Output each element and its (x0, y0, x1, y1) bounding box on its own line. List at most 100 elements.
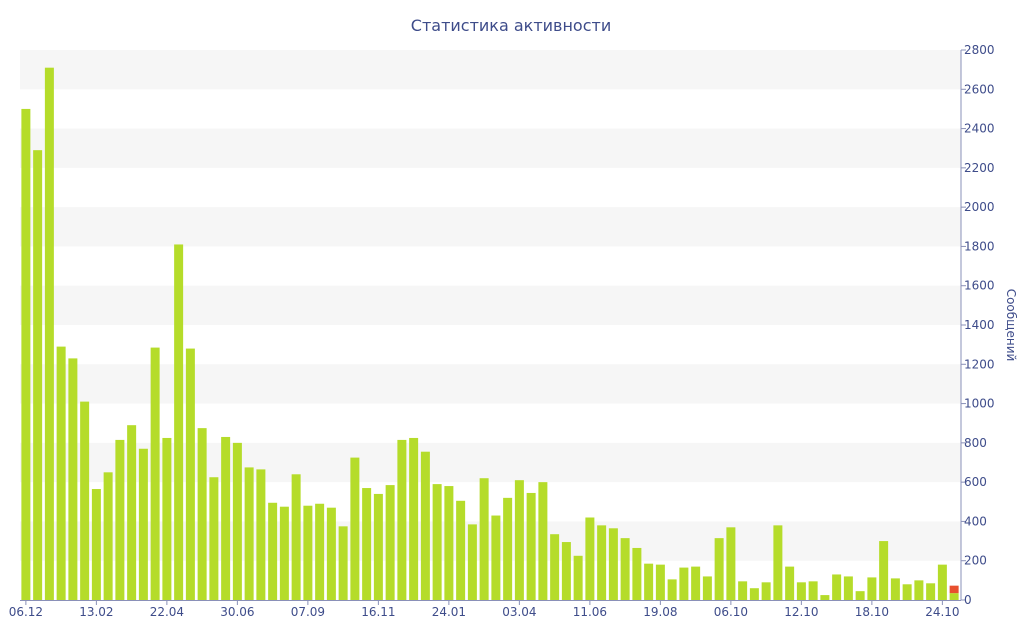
bar (843, 576, 853, 600)
bar (232, 442, 242, 600)
bar (432, 484, 442, 600)
bar (855, 591, 865, 600)
bar (350, 457, 360, 600)
y-tick-label: 1800 (964, 239, 995, 253)
bar (21, 108, 31, 601)
grid-band (20, 207, 961, 247)
grid-band (20, 50, 961, 90)
bar (338, 526, 348, 600)
bar (244, 467, 254, 600)
y-tick-label: 2200 (964, 161, 995, 175)
bar (937, 564, 947, 600)
bar (679, 567, 689, 600)
bar (796, 582, 806, 600)
bar (738, 581, 748, 600)
bar (103, 472, 113, 600)
y-tick-label: 600 (964, 475, 987, 489)
bar (785, 566, 795, 600)
grid-bands (20, 50, 961, 561)
bar (573, 555, 583, 600)
x-tick-label: 24.10 (925, 605, 959, 619)
bar (444, 486, 454, 600)
bar (655, 564, 665, 600)
y-axis-title: Сообщений (1004, 289, 1018, 362)
bar (538, 482, 548, 600)
bar (91, 489, 101, 600)
x-tick-label: 19.08 (643, 605, 677, 619)
bar (514, 480, 524, 600)
grid-band (20, 128, 961, 168)
x-tick-label: 03.04 (502, 605, 536, 619)
bar (714, 538, 724, 601)
bar (185, 348, 195, 600)
grid-band (20, 285, 961, 325)
bar (150, 347, 160, 600)
x-axis: 06.12 13.02 22.04 30.06 07.09 16.11 24.01 03.04… (9, 600, 961, 619)
bar (56, 346, 66, 600)
x-tick-label: 30.06 (220, 605, 254, 619)
bar (467, 524, 477, 601)
x-tick-label: 06.12 (9, 605, 43, 619)
bar (397, 439, 407, 600)
bar (279, 506, 289, 600)
grid-band (20, 364, 961, 404)
bar (162, 437, 172, 600)
bar (773, 525, 783, 600)
bar (820, 595, 830, 600)
bar (80, 401, 90, 600)
bar (550, 534, 560, 600)
y-tick-label: 1600 (964, 279, 995, 293)
bar (197, 428, 207, 601)
y-tick-label: 800 (964, 436, 987, 450)
x-tick-label: 12.10 (784, 605, 818, 619)
bar (608, 528, 618, 600)
bar (644, 563, 654, 600)
y-tick-label: 400 (964, 514, 987, 528)
bar (115, 439, 125, 600)
bars (21, 67, 959, 601)
bar (890, 578, 900, 600)
bar (44, 67, 54, 601)
bar (362, 488, 372, 600)
bar (303, 505, 313, 600)
bar (702, 576, 712, 600)
bar (221, 436, 231, 600)
y-tick-label: 2800 (964, 43, 995, 57)
chart-title: Статистика активности (411, 16, 611, 35)
bar (373, 493, 383, 600)
bar (479, 478, 489, 600)
x-tick-label: 06.10 (714, 605, 748, 619)
y-tick-label: 2400 (964, 122, 995, 136)
bar (174, 244, 184, 600)
bar (902, 584, 912, 600)
bar (315, 503, 325, 600)
bar (526, 492, 536, 600)
x-tick-label: 16.11 (361, 605, 395, 619)
bar (749, 588, 759, 600)
grid-band (20, 521, 961, 561)
bar (491, 515, 501, 600)
bar (726, 527, 736, 600)
y-tick-label: 1400 (964, 318, 995, 332)
y-axis: 0 200 400 600 800 1000 1200 1400 1600 1800 2000 220… (960, 43, 995, 607)
bar (867, 577, 877, 600)
bar (68, 358, 78, 600)
x-tick-label: 22.04 (150, 605, 184, 619)
x-tick-label: 07.09 (291, 605, 325, 619)
bar (691, 566, 701, 600)
bar (620, 538, 630, 601)
bar (561, 542, 571, 600)
y-tick-label: 200 (964, 554, 987, 568)
bar (667, 579, 677, 601)
bar (585, 517, 595, 600)
bar (138, 448, 148, 600)
x-tick-label: 18.10 (855, 605, 889, 619)
y-tick-label: 1200 (964, 357, 995, 371)
bar (761, 582, 771, 600)
bar (326, 507, 336, 600)
bar (209, 477, 219, 600)
bar (420, 451, 430, 600)
bar (832, 574, 842, 600)
bar (456, 500, 466, 600)
y-tick-label: 2000 (964, 200, 995, 214)
